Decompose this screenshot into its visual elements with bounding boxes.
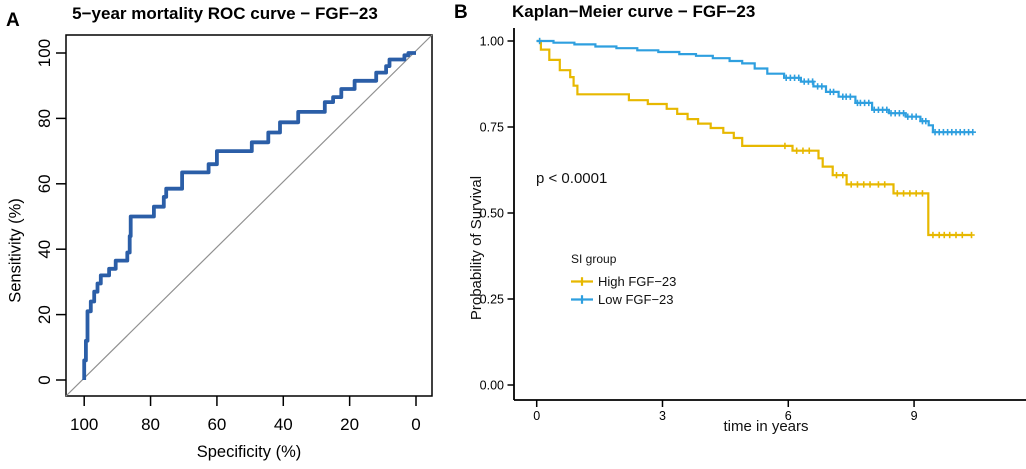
- legend-key-high-icon: [571, 276, 593, 286]
- x-tick-label: 20: [340, 415, 359, 434]
- roc-x-axis-title: Specificity (%): [196, 443, 302, 461]
- legend-key-low-icon: [571, 294, 593, 304]
- legend-item-high: High FGF−23: [571, 272, 676, 290]
- x-tick-label: 3: [659, 409, 666, 423]
- y-tick-label: 1.00: [480, 35, 504, 49]
- panel-b-label: B: [454, 2, 468, 23]
- x-tick-label: 0: [411, 415, 420, 434]
- x-tick-label: 40: [274, 415, 293, 434]
- x-tick-label: 9: [911, 409, 918, 423]
- y-tick-label: 100: [35, 39, 54, 67]
- roc-y-axis-title: Sensitivity (%): [6, 198, 25, 303]
- roc-curve: [82, 51, 416, 380]
- y-tick-label: 0.25: [480, 293, 504, 307]
- legend-label-high: High FGF−23: [598, 273, 677, 289]
- p-value-annotation: p < 0.0001: [536, 170, 608, 187]
- km-x-axis-title: time in years: [723, 418, 809, 435]
- x-tick-label: 0: [533, 409, 540, 423]
- x-tick-label: 80: [141, 415, 160, 434]
- y-tick-label: 0.50: [480, 207, 504, 221]
- x-tick-label: 100: [70, 415, 98, 434]
- y-tick-label: 20: [35, 305, 54, 324]
- km-plot-svg: 0 3 6 9 0.00 0.25 0.50 0.75 1.00: [480, 28, 1026, 423]
- panel-a-label: A: [6, 10, 20, 31]
- legend-item-low: Low FGF−23: [571, 290, 676, 308]
- y-tick-label: 40: [35, 240, 54, 259]
- roc-plot-svg: 100 80 60 40 20 0 0 20 40 60 80 100: [35, 34, 433, 434]
- y-tick-label: 0: [35, 375, 54, 384]
- x-tick-label: 60: [207, 415, 226, 434]
- legend-label-low: Low FGF−23: [598, 291, 674, 307]
- x-tick-label: 6: [785, 409, 792, 423]
- km-curve-high: [536, 39, 972, 237]
- km-legend: SI group High FGF−23 Low FGF−23: [571, 252, 676, 308]
- km-y-axis-title: Probability of Survival: [468, 175, 485, 321]
- y-tick-label: 0.75: [480, 121, 504, 135]
- panel-b-title: Kaplan−Meier curve − FGF−23: [512, 2, 756, 21]
- chance-diagonal-line: [65, 34, 433, 397]
- y-tick-label: 0.00: [480, 379, 504, 393]
- plot-box: [65, 34, 433, 397]
- y-tick-label: 60: [35, 174, 54, 193]
- legend-title: SI group: [571, 252, 617, 266]
- y-tick-label: 80: [35, 109, 54, 128]
- panel-a-title: 5−year mortality ROC curve − FGF−23: [72, 4, 378, 23]
